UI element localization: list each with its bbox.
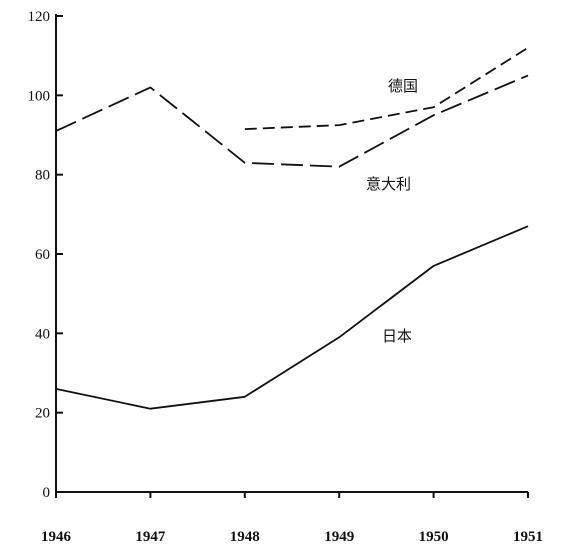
y-tick-label: 0 (43, 485, 51, 501)
series-labels: 德国 意大利 日本 (366, 77, 418, 345)
series-lines (55, 46, 529, 410)
y-tick-label: 20 (35, 406, 50, 422)
y-tick-label: 60 (35, 247, 50, 263)
y-tick-label: 80 (35, 168, 50, 184)
x-axis-ticks: 1946 1947 1948 1949 1950 1951 (41, 492, 543, 545)
x-tick-label: 1948 (230, 529, 260, 545)
series-label-japan: 日本 (382, 327, 412, 345)
y-tick-label: 100 (28, 88, 51, 104)
x-tick-label: 1947 (135, 529, 166, 545)
y-tick-label: 40 (35, 326, 50, 342)
x-tick-label: 1951 (513, 529, 543, 545)
x-tick-label: 1946 (41, 529, 72, 545)
y-tick-label: 120 (28, 9, 51, 25)
series-label-italy: 意大利 (366, 175, 411, 193)
series-label-germany: 德国 (388, 77, 418, 95)
series-line-germany (244, 46, 529, 130)
y-axis-ticks: 0 20 40 60 80 100 120 (28, 9, 63, 501)
axes (55, 14, 528, 493)
series-line-japan (55, 225, 529, 410)
x-tick-label: 1949 (324, 529, 354, 545)
x-tick-label: 1950 (419, 529, 449, 545)
series-line-italy (55, 74, 529, 168)
